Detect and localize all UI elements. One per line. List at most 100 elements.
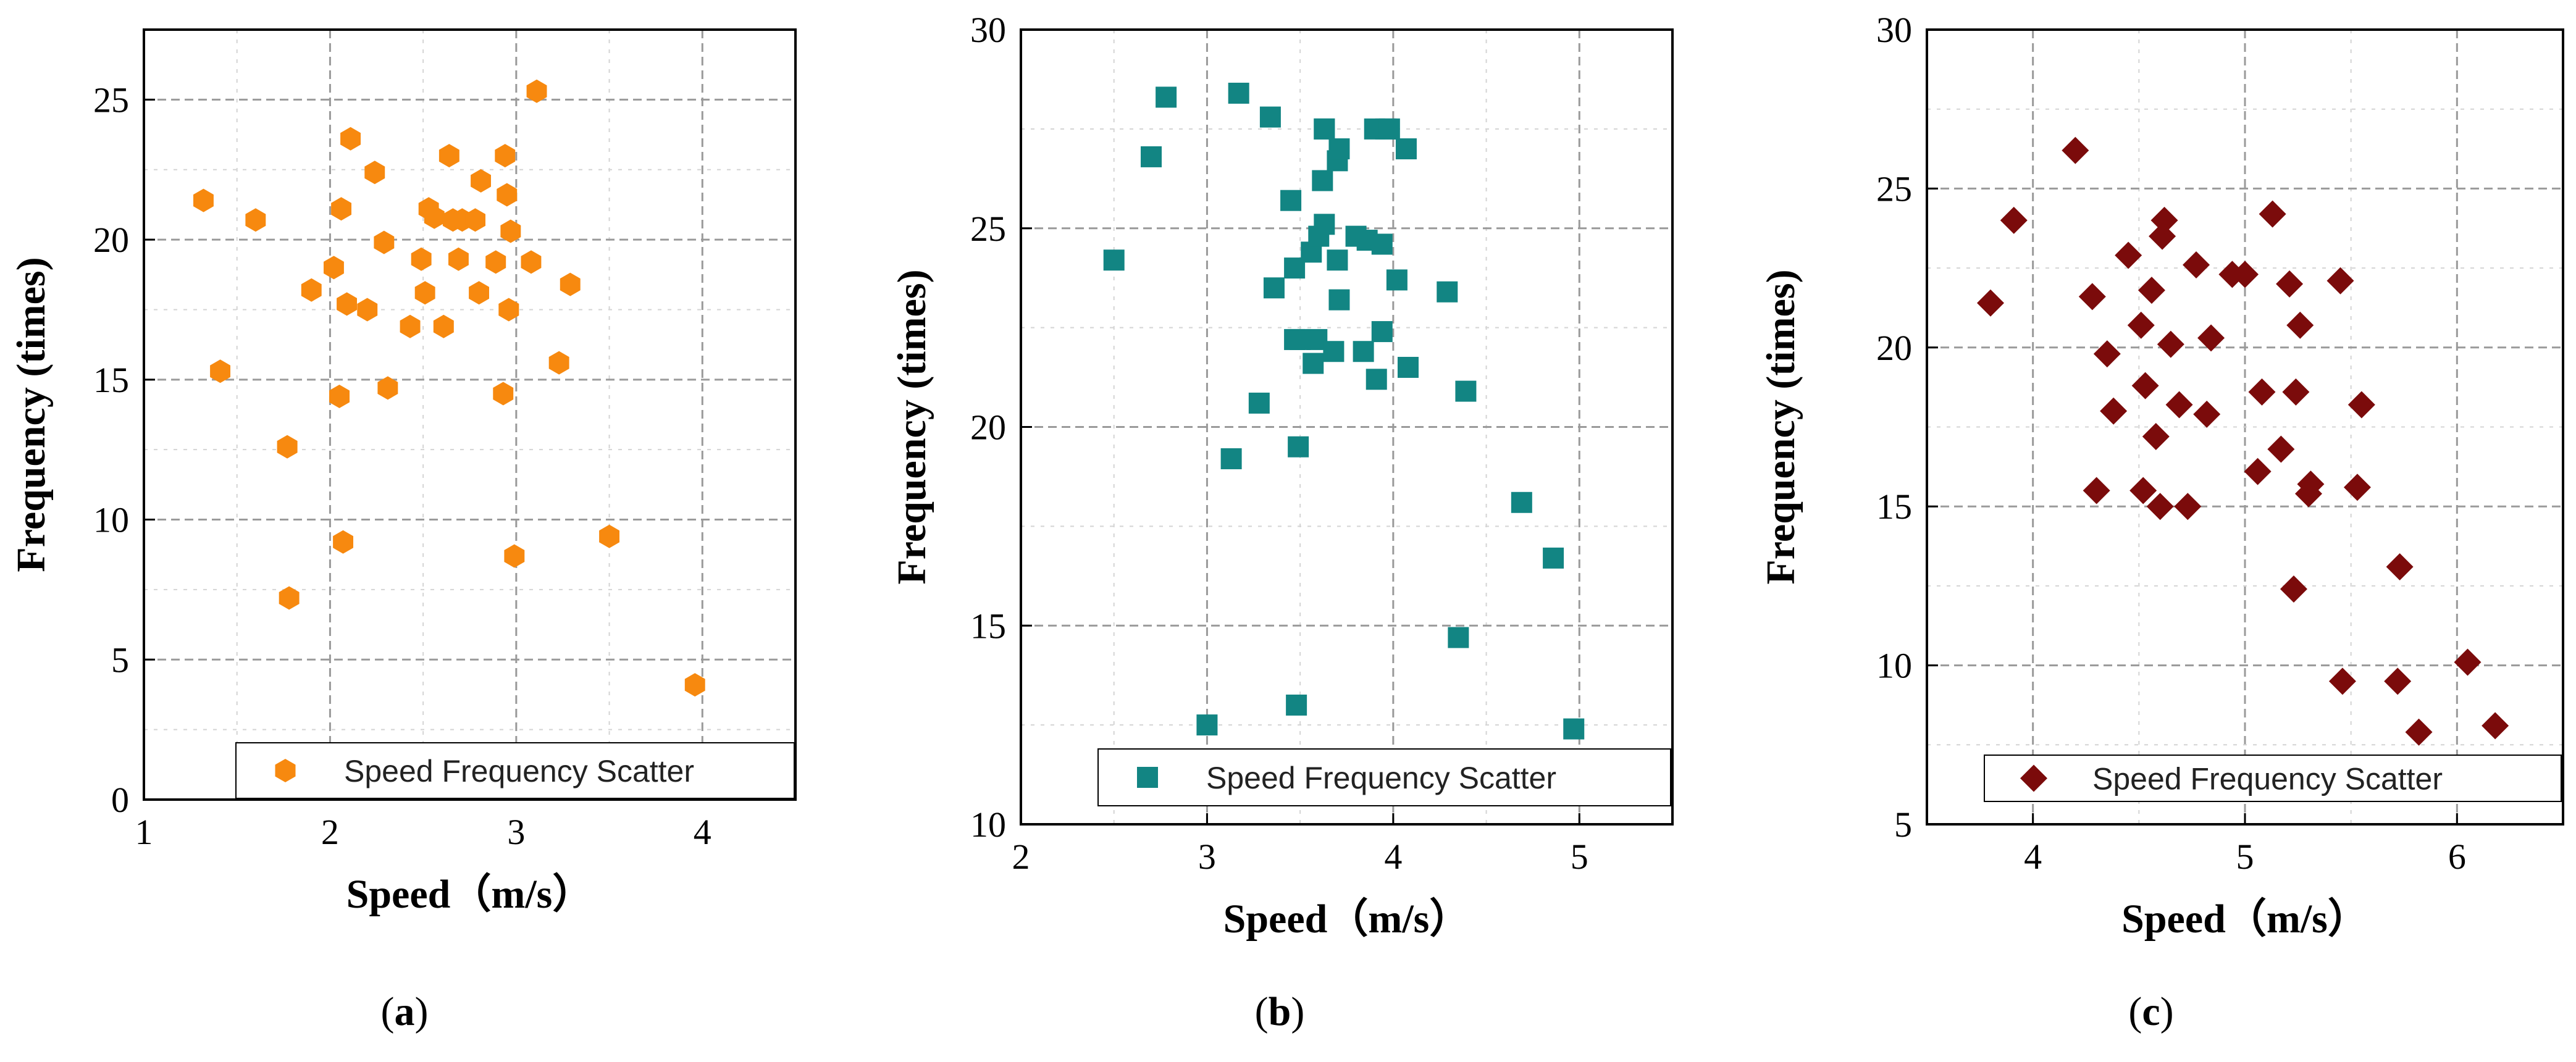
data-point [2093, 340, 2121, 368]
data-point [1543, 547, 1564, 569]
data-point [1455, 380, 1477, 402]
data-point [448, 247, 469, 271]
data-point [2150, 206, 2178, 234]
data-point [2174, 493, 2202, 521]
x-axis-title-c: Speed（m/s） [2121, 896, 2368, 942]
data-point [1328, 138, 1350, 160]
data-point [2146, 493, 2174, 521]
data-point [1248, 392, 1270, 414]
panel-b: 2 3 4 5 10 15 20 25 30 Speed Frequency Scatter S… [889, 10, 1674, 1034]
data-point [2100, 397, 2128, 425]
data-point [1397, 356, 1419, 378]
plot-frame-a [143, 28, 797, 801]
data-point [331, 197, 351, 221]
legend-marker-c [2020, 764, 2047, 792]
x-tick-label: 1 [135, 812, 153, 852]
x-tick-label: 5 [1571, 837, 1588, 877]
grid-c [1927, 30, 2563, 824]
data-point [1288, 436, 1309, 458]
data-point [471, 169, 491, 193]
data-point [560, 272, 581, 296]
data-point [1511, 491, 1532, 513]
data-point [1563, 718, 1585, 740]
data-point [1323, 341, 1345, 362]
data-point [377, 376, 398, 400]
data-point [438, 144, 459, 168]
data-point [2142, 422, 2170, 450]
data-point [1280, 190, 1302, 211]
y-tick-label: 10 [970, 805, 1006, 845]
panel-c: 4 5 6 5 10 15 20 25 30 Speed Frequency Scatter S… [1758, 10, 2564, 1034]
data-point [1366, 369, 1387, 390]
data-point [357, 298, 378, 322]
data-point [2131, 372, 2159, 399]
plot-frame-c [1926, 28, 2564, 826]
data-point [1196, 714, 1218, 736]
data-point [1314, 118, 1335, 140]
data-point [411, 247, 432, 271]
legend-box-b [1097, 748, 1671, 806]
data-point [1314, 214, 1335, 235]
y-tick-label: 10 [1876, 646, 1912, 686]
data-point [2127, 311, 2155, 339]
data-point [497, 183, 518, 207]
data-point [2083, 477, 2110, 504]
data-point [1259, 106, 1281, 128]
data-point [498, 298, 519, 322]
data-point [1228, 82, 1249, 104]
data-point [2276, 270, 2304, 298]
x-tick-label: 3 [507, 812, 525, 852]
caption-letter-a: a [395, 989, 415, 1034]
legend-box-c [1984, 755, 2562, 802]
legend-marker-icon [2020, 764, 2047, 792]
data-point [2062, 136, 2089, 164]
data-point [495, 144, 516, 168]
x-tick-label: 2 [321, 812, 339, 852]
data-point [2286, 311, 2314, 339]
data-point [2343, 474, 2371, 501]
data-point [1156, 86, 1177, 108]
legend-b: Speed Frequency Scatter [1097, 748, 1671, 806]
data-point [1312, 170, 1333, 191]
data-point [1141, 146, 1162, 167]
y-tick-label: 20 [970, 408, 1006, 448]
data-point [340, 127, 361, 151]
legend-label-c: Speed Frequency Scatter [2092, 762, 2443, 796]
x-tick-label: 5 [2236, 837, 2254, 877]
caption-b: (b) [1255, 989, 1305, 1034]
y-tick-label: 25 [970, 209, 1006, 249]
legend-a: Speed Frequency Scatter [235, 742, 795, 799]
legend-label-a: Speed Frequency Scatter [344, 754, 694, 788]
y-tick-label: 30 [970, 10, 1006, 50]
data-point [277, 435, 298, 459]
data-point [469, 281, 489, 305]
data-point [684, 673, 705, 697]
y-tick-label: 20 [1876, 328, 1912, 368]
x-tick-label: 2 [1012, 837, 1030, 877]
data-point [2297, 470, 2325, 498]
data-point [279, 586, 300, 610]
legend-c: Speed Frequency Scatter [1984, 755, 2562, 802]
y-tick-label: 15 [93, 360, 129, 400]
data-point [2115, 241, 2142, 269]
data-point [1353, 341, 1374, 362]
data-point [2282, 378, 2310, 406]
data-point [2078, 283, 2106, 311]
data-point [2193, 400, 2221, 428]
data-point [2197, 324, 2225, 352]
points-c [1977, 136, 2509, 746]
data-point [599, 524, 619, 548]
data-point [337, 292, 357, 316]
data-point [2138, 277, 2165, 304]
data-point [1371, 233, 1393, 255]
legend-marker-icon [275, 759, 296, 782]
data-point [364, 161, 385, 185]
data-point [2326, 267, 2354, 295]
data-point [1371, 321, 1393, 343]
caption-a: (a) [381, 989, 429, 1034]
data-point [1378, 118, 1400, 140]
x-tick-label: 3 [1198, 837, 1216, 877]
data-point [2248, 378, 2276, 406]
y-axis-title-c: Frequency (times) [1758, 269, 1803, 584]
